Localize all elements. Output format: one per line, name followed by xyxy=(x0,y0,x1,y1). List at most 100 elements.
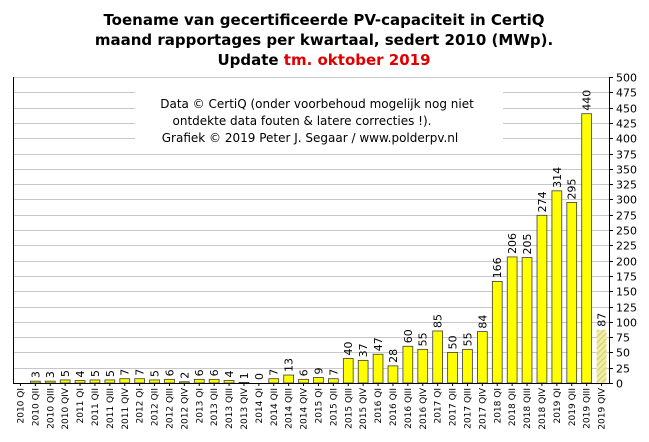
x-tick-label: 2010 QI xyxy=(16,388,26,424)
x-tick-label: 2014 QII xyxy=(270,388,280,426)
y-tick-label: 425 xyxy=(616,118,637,131)
value-label: 13 xyxy=(283,358,296,372)
y-axis-tick-labels: 0 25 50 75 100 125 150 175 200 225 250 275 300 325 350… xyxy=(616,72,637,391)
x-tick-label: 2013 QI xyxy=(195,388,205,424)
y-tick-label: 400 xyxy=(616,133,637,146)
value-label: 166 xyxy=(491,257,504,278)
y-tick-label: 100 xyxy=(616,317,637,330)
y-tick-label: 275 xyxy=(616,210,637,223)
chart-title-line-3: Update tm. oktober 2019 xyxy=(217,51,430,69)
bar xyxy=(119,378,131,384)
y-tick-label: 450 xyxy=(616,103,637,116)
value-label: 1 xyxy=(238,372,251,379)
x-tick-label: 2015 QIII xyxy=(344,388,354,429)
bar xyxy=(536,214,548,384)
value-label: 3 xyxy=(44,371,57,378)
value-label: 440 xyxy=(581,90,594,111)
value-label: 6 xyxy=(163,369,176,376)
x-tick-label: 2016 QIII xyxy=(404,388,414,429)
y-tick-label: 200 xyxy=(616,256,637,269)
bar xyxy=(417,348,429,384)
x-tick-label: 2013 QII xyxy=(210,388,220,426)
value-label: 84 xyxy=(476,315,489,329)
value-label: 7 xyxy=(134,369,147,376)
bar xyxy=(521,257,533,384)
bar xyxy=(223,380,235,384)
value-label: 50 xyxy=(447,335,460,349)
x-tick-label: 2018 QI xyxy=(493,388,503,424)
value-label: 37 xyxy=(357,343,370,357)
x-tick-label: 2018 QIII xyxy=(523,388,533,429)
bar xyxy=(506,256,518,384)
bar xyxy=(59,379,71,384)
x-tick-label: 2018 QII xyxy=(508,388,518,426)
chart-title-line-2: maand rapportages per kwartaal, sedert 2… xyxy=(95,31,553,49)
bar xyxy=(74,380,86,384)
bar xyxy=(477,331,488,384)
bar xyxy=(268,378,280,384)
bar xyxy=(447,351,458,384)
y-tick-label: 75 xyxy=(616,332,630,345)
x-tick-label: 2019 QIV xyxy=(598,387,608,430)
x-tick-label: 2019 QII xyxy=(568,388,578,426)
x-tick-label: 2010 QIV xyxy=(61,387,71,430)
x-tick-label: 2014 QIII xyxy=(285,388,295,429)
value-label: 55 xyxy=(461,332,474,346)
value-label: 5 xyxy=(104,370,117,377)
value-label: 6 xyxy=(208,369,221,376)
value-label: 28 xyxy=(387,349,400,363)
y-tick-label: 25 xyxy=(616,363,630,376)
bar xyxy=(551,190,563,384)
y-tick-label: 150 xyxy=(616,286,637,299)
y-tick-label: 0 xyxy=(616,378,623,391)
y-tick-label: 175 xyxy=(616,271,637,284)
y-tick-label: 225 xyxy=(616,240,637,253)
annotation-line-2: ontdekte data fouten & latere correcties… xyxy=(173,114,432,128)
bar xyxy=(313,377,324,384)
bar xyxy=(462,348,473,384)
x-axis-tick-labels: 2010 QI 2010 QII 2010 QIII 2010 QIV 2011 QI 2… xyxy=(16,387,607,430)
value-label: 87 xyxy=(596,313,609,327)
chart-title-line-1: Toename van gecertificeerde PV-capacitei… xyxy=(103,11,544,29)
value-label: 7 xyxy=(327,369,340,376)
annotation-line-1: Data © CertiQ (onder voorbehoud mogelijk… xyxy=(160,97,474,111)
x-tick-label: 2017 QII xyxy=(449,388,459,426)
x-tick-label: 2018 QIV xyxy=(538,387,548,430)
axes xyxy=(13,77,613,386)
y-tick-label: 350 xyxy=(616,164,637,177)
value-label: 55 xyxy=(417,332,430,346)
value-label: 314 xyxy=(551,167,564,188)
bar xyxy=(179,381,190,384)
bar xyxy=(402,345,414,384)
x-tick-label: 2011 QIV xyxy=(121,387,131,430)
x-tick-label: 2014 QIV xyxy=(300,387,310,430)
bar xyxy=(283,374,294,384)
value-label: 206 xyxy=(506,233,519,254)
x-tick-label: 2014 QI xyxy=(255,388,265,424)
value-label: 6 xyxy=(193,369,206,376)
annotation-background xyxy=(135,92,503,149)
value-label: 4 xyxy=(74,371,87,378)
x-tick-label: 2017 QIII xyxy=(463,388,473,429)
x-tick-label: 2013 QIII xyxy=(225,388,235,429)
annotation-line-3: Grafiek © 2019 Peter J. Segaar / www.pol… xyxy=(162,131,459,145)
bar xyxy=(357,359,369,384)
bar xyxy=(432,330,443,384)
y-tick-label: 375 xyxy=(616,149,637,162)
bar xyxy=(566,202,578,384)
y-tick-label: 250 xyxy=(616,225,637,238)
x-tick-label: 2010 QIII xyxy=(46,388,56,429)
value-label: 274 xyxy=(536,191,549,212)
chart-title-update-label: Update xyxy=(217,51,283,69)
x-tick-label: 2011 QII xyxy=(91,388,101,426)
bar xyxy=(238,381,250,384)
x-tick-label: 2019 QIII xyxy=(583,388,593,429)
value-label: 0 xyxy=(253,373,266,380)
x-tick-label: 2017 QIV xyxy=(478,387,488,430)
bar xyxy=(372,353,384,384)
value-label: 60 xyxy=(402,329,415,343)
y-tick-label: 475 xyxy=(616,87,637,100)
x-tick-label: 2016 QI xyxy=(374,388,384,424)
